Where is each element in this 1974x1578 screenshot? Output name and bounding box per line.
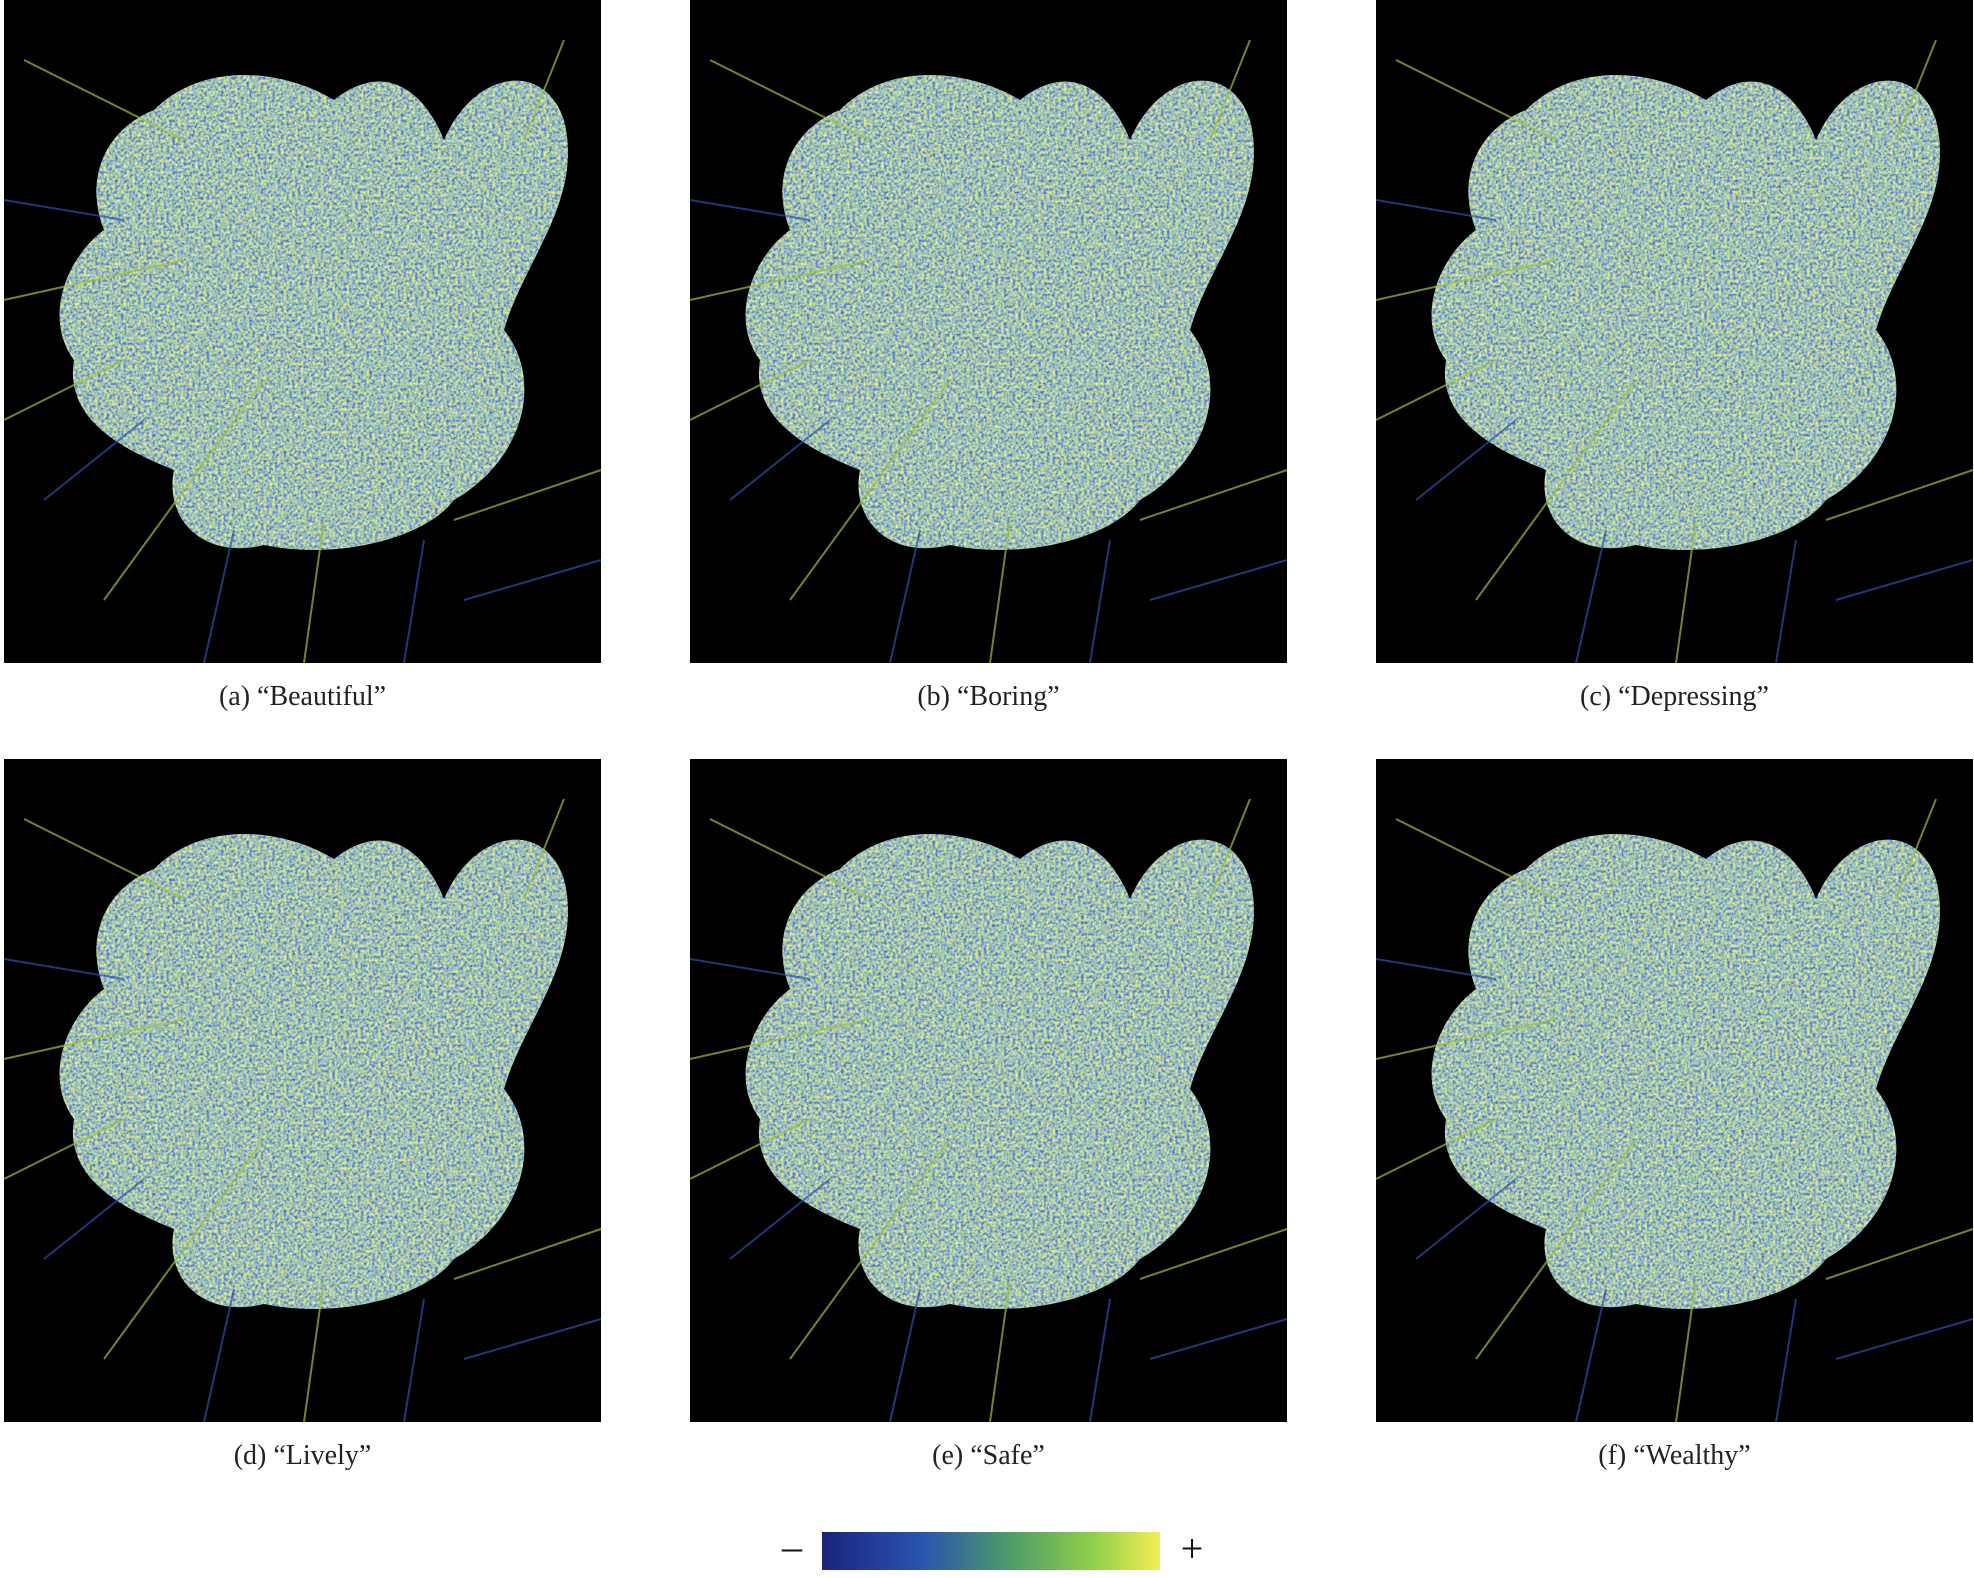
panel-caption: (f) “Wealthy” bbox=[1598, 1440, 1750, 1471]
map-image bbox=[4, 759, 601, 1422]
panel-caption: (b) “Boring” bbox=[917, 681, 1059, 712]
map-panel bbox=[690, 0, 1287, 663]
panel-caption: (d) “Lively” bbox=[234, 1440, 372, 1471]
map-panel bbox=[1376, 0, 1973, 663]
body: (a) “Beautiful” (b) “Boring” (c) “Depressi… bbox=[0, 0, 1974, 1578]
map-image bbox=[1376, 0, 1973, 663]
colorbar bbox=[822, 1532, 1160, 1570]
map-image bbox=[690, 0, 1287, 663]
panel-caption: (e) “Safe” bbox=[932, 1440, 1045, 1471]
map-panel bbox=[4, 759, 601, 1422]
figure: (a) “Beautiful” (b) “Boring” (c) “Depressi… bbox=[0, 0, 1974, 1578]
map-image bbox=[4, 0, 601, 663]
map-panel bbox=[690, 759, 1287, 1422]
page: {"panels": [ {"caption": "(a) “Beautiful… bbox=[0, 0, 1974, 1578]
panel-caption: (c) “Depressing” bbox=[1580, 681, 1769, 712]
map-image bbox=[690, 759, 1287, 1422]
colorbar-min-label: – bbox=[781, 1524, 803, 1569]
map-panel bbox=[1376, 759, 1973, 1422]
map-image bbox=[1376, 759, 1973, 1422]
colorbar-max-label: + bbox=[1181, 1526, 1204, 1571]
map-panel bbox=[4, 0, 601, 663]
panel-caption: (a) “Beautiful” bbox=[219, 681, 386, 712]
